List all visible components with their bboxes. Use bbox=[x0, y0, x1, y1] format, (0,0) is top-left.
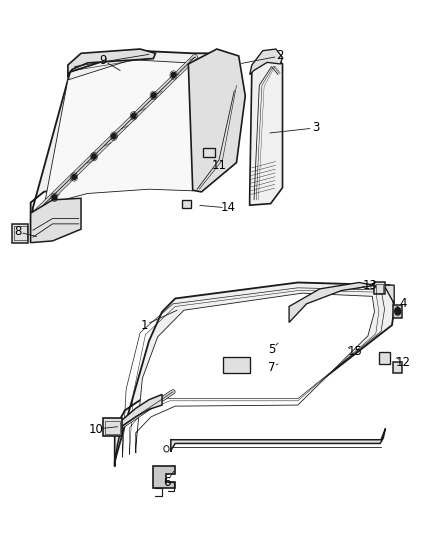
Text: 11: 11 bbox=[212, 159, 226, 172]
Polygon shape bbox=[31, 51, 237, 243]
Polygon shape bbox=[171, 429, 385, 452]
Polygon shape bbox=[31, 198, 81, 243]
Polygon shape bbox=[374, 282, 385, 294]
Text: 6: 6 bbox=[162, 476, 170, 489]
Text: 14: 14 bbox=[220, 201, 235, 214]
Circle shape bbox=[52, 195, 57, 200]
Polygon shape bbox=[393, 305, 402, 318]
Polygon shape bbox=[68, 49, 155, 77]
Text: 3: 3 bbox=[312, 122, 319, 134]
Circle shape bbox=[92, 154, 96, 159]
Text: 9: 9 bbox=[99, 54, 107, 67]
Polygon shape bbox=[182, 200, 191, 208]
Circle shape bbox=[395, 308, 401, 315]
Polygon shape bbox=[203, 148, 215, 157]
Text: 5: 5 bbox=[268, 343, 275, 356]
Text: 15: 15 bbox=[347, 345, 362, 358]
Text: 8: 8 bbox=[14, 225, 21, 238]
Polygon shape bbox=[250, 49, 283, 75]
Text: 1: 1 bbox=[141, 319, 148, 332]
Polygon shape bbox=[12, 224, 28, 243]
Circle shape bbox=[72, 174, 76, 180]
Polygon shape bbox=[136, 293, 374, 453]
Text: 12: 12 bbox=[396, 356, 410, 369]
Polygon shape bbox=[153, 466, 175, 488]
Text: 2: 2 bbox=[276, 50, 284, 62]
Polygon shape bbox=[115, 394, 162, 466]
Circle shape bbox=[171, 72, 176, 78]
Text: 4: 4 bbox=[399, 297, 407, 310]
Text: 7: 7 bbox=[268, 361, 276, 374]
Circle shape bbox=[152, 93, 156, 98]
Text: 13: 13 bbox=[363, 279, 378, 292]
Polygon shape bbox=[223, 357, 250, 373]
Text: 10: 10 bbox=[89, 423, 104, 435]
Polygon shape bbox=[289, 282, 394, 322]
Polygon shape bbox=[44, 60, 219, 235]
Polygon shape bbox=[250, 53, 283, 205]
Circle shape bbox=[112, 134, 116, 139]
Polygon shape bbox=[103, 418, 122, 436]
Polygon shape bbox=[115, 282, 394, 466]
Polygon shape bbox=[379, 352, 390, 364]
Polygon shape bbox=[188, 49, 245, 192]
Circle shape bbox=[131, 113, 136, 118]
Polygon shape bbox=[393, 362, 402, 373]
